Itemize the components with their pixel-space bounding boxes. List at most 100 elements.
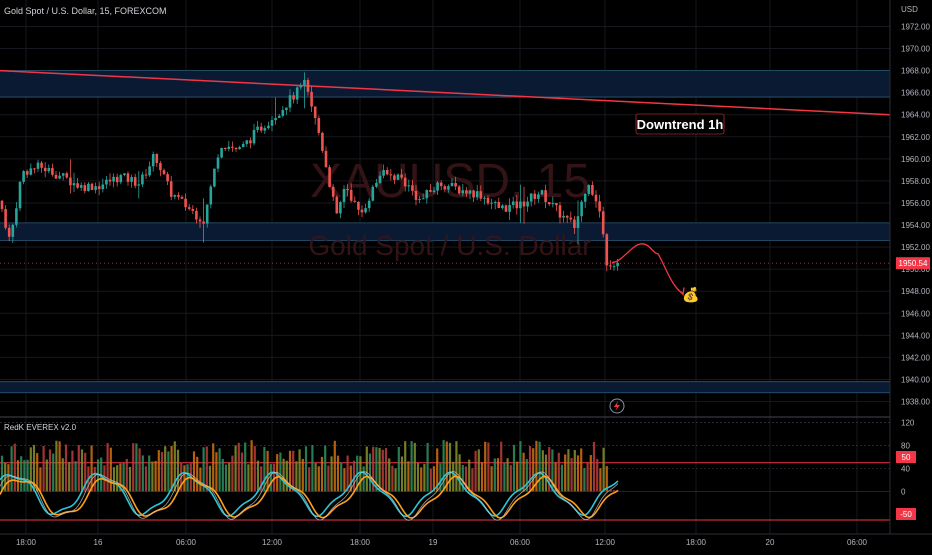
downtrend-label-text: Downtrend 1h bbox=[637, 117, 724, 132]
histogram-bar bbox=[77, 445, 80, 492]
histogram-bar bbox=[599, 468, 602, 492]
histogram-bar bbox=[240, 452, 244, 492]
price-tick-label: 1966.00 bbox=[901, 89, 930, 98]
histogram-bar bbox=[64, 444, 68, 492]
price-tick-label: 1956.00 bbox=[901, 199, 930, 208]
candle-body bbox=[483, 197, 486, 199]
histogram-bar bbox=[205, 446, 208, 492]
histogram-bar bbox=[605, 466, 608, 492]
candle-body bbox=[205, 204, 209, 224]
histogram-bar bbox=[199, 467, 202, 492]
histogram-bar bbox=[416, 463, 420, 492]
histogram-bar bbox=[308, 467, 311, 492]
candle-body bbox=[328, 167, 331, 187]
histogram-bar bbox=[96, 459, 100, 492]
histogram-bar bbox=[509, 465, 512, 492]
candle-body bbox=[166, 174, 169, 182]
histogram-bar bbox=[580, 448, 583, 492]
candle-body bbox=[288, 95, 292, 108]
histogram-bar bbox=[212, 443, 215, 492]
histogram-bar bbox=[391, 465, 394, 492]
histogram-bar bbox=[125, 458, 128, 492]
candle-body bbox=[331, 186, 335, 197]
histogram-bar bbox=[128, 466, 132, 492]
candle-body bbox=[457, 186, 461, 194]
time-tick-label: 06:00 bbox=[847, 538, 868, 547]
candle-body bbox=[47, 168, 51, 172]
alert-lightning-icon[interactable] bbox=[609, 398, 625, 414]
candle-body bbox=[439, 182, 443, 187]
candle-body bbox=[425, 190, 429, 199]
downtrend-line[interactable] bbox=[0, 69, 891, 116]
price-tick-label: 1968.00 bbox=[901, 67, 930, 76]
candle-body bbox=[522, 201, 526, 207]
histogram-bar bbox=[90, 445, 93, 492]
watermark-name: Gold Spot / U.S. Dollar bbox=[308, 230, 591, 261]
candle-body bbox=[36, 162, 40, 169]
histogram-bar bbox=[522, 452, 525, 492]
price-axis[interactable]: 1938.00 1940.00 1942.00 1944.00 1946.00 1948.… bbox=[901, 22, 930, 406]
histogram-bar bbox=[388, 458, 391, 492]
downtrend-label[interactable]: Downtrend 1h bbox=[635, 113, 725, 135]
histogram-bar bbox=[304, 446, 308, 492]
histogram-bar bbox=[244, 442, 247, 492]
candle-body bbox=[177, 195, 180, 197]
time-tick-label: 16 bbox=[94, 538, 103, 547]
histogram-bar bbox=[45, 459, 48, 492]
histogram-bar bbox=[202, 447, 205, 492]
symbol-title[interactable]: Gold Spot / U.S. Dollar, 15, FOREXCOM bbox=[4, 6, 167, 16]
candle-body bbox=[313, 106, 317, 118]
projection-path[interactable] bbox=[611, 243, 684, 295]
price-tick-label: 1972.00 bbox=[901, 22, 930, 31]
candle-body bbox=[591, 184, 594, 195]
time-tick-label: 06:00 bbox=[510, 538, 531, 547]
price-tick-label: 1964.00 bbox=[901, 111, 930, 120]
candle-body bbox=[299, 85, 303, 88]
candle-body bbox=[321, 132, 324, 151]
indicator-title[interactable]: RedK EVEREX v2.0 bbox=[4, 423, 77, 432]
histogram-bar bbox=[164, 446, 167, 492]
candle-body bbox=[540, 190, 544, 195]
candle-body bbox=[324, 150, 328, 168]
candle-body bbox=[18, 181, 22, 209]
candle-body bbox=[342, 188, 346, 203]
level-hi-badge: 50 bbox=[896, 451, 916, 463]
time-axis[interactable]: 18:00 16 06:00 12:00 18:00 19 06:00 12:00 18:00 2… bbox=[16, 538, 868, 547]
histogram-bar bbox=[10, 446, 13, 492]
histogram-bar bbox=[295, 461, 298, 492]
histogram-bar bbox=[592, 441, 596, 492]
histogram-bar bbox=[215, 452, 218, 492]
candle-body bbox=[317, 117, 321, 133]
histogram-bar bbox=[112, 467, 116, 492]
histogram-bar bbox=[320, 456, 324, 492]
histogram-bar bbox=[167, 451, 170, 492]
everex-slow-line bbox=[0, 475, 619, 519]
histogram-bar bbox=[538, 441, 541, 492]
histogram-bar bbox=[436, 448, 439, 492]
candle-body bbox=[407, 185, 411, 187]
histogram-bar bbox=[250, 440, 253, 492]
histogram-bar bbox=[176, 449, 180, 492]
indicator-tick-label: 40 bbox=[901, 465, 910, 474]
histogram-bar bbox=[68, 462, 71, 492]
candle-body bbox=[108, 179, 112, 182]
candle-body bbox=[605, 234, 609, 266]
histogram-bar bbox=[263, 446, 266, 492]
histogram-bar bbox=[119, 463, 122, 492]
candle-body bbox=[162, 170, 166, 175]
price-tick-label: 1952.00 bbox=[901, 243, 930, 252]
candle-body bbox=[367, 200, 371, 209]
candle-body bbox=[25, 171, 29, 175]
histogram-bar bbox=[413, 442, 416, 492]
candle-body bbox=[263, 128, 267, 131]
candle-body bbox=[609, 265, 612, 267]
candle-body bbox=[159, 163, 162, 171]
histogram-bar bbox=[365, 446, 368, 492]
histogram-bar bbox=[192, 451, 196, 492]
histogram-bar bbox=[234, 445, 237, 492]
candle-body bbox=[7, 227, 11, 237]
histogram-bar bbox=[613, 490, 616, 492]
histogram-bar bbox=[39, 467, 42, 492]
